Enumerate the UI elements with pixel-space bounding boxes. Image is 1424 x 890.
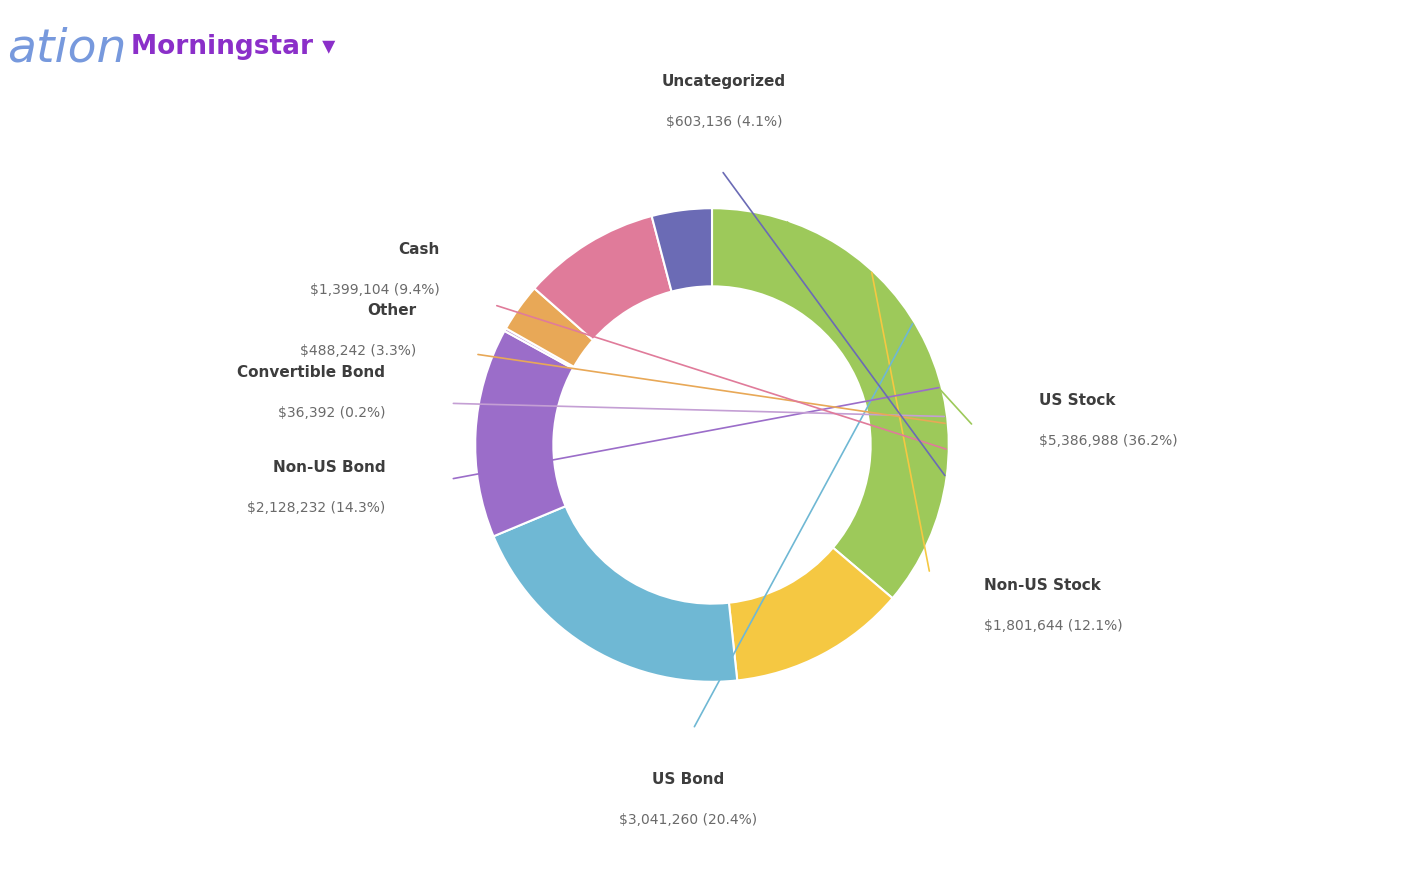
Text: Non-US Bond: Non-US Bond [272, 459, 386, 474]
Text: $1,801,644 (12.1%): $1,801,644 (12.1%) [984, 619, 1124, 633]
Text: $3,041,260 (20.4%): $3,041,260 (20.4%) [619, 813, 758, 827]
Text: $603,136 (4.1%): $603,136 (4.1%) [665, 115, 782, 129]
Text: $1,399,104 (9.4%): $1,399,104 (9.4%) [310, 283, 440, 296]
Text: Other: Other [367, 303, 416, 319]
Text: Cash: Cash [399, 242, 440, 256]
Wedge shape [506, 288, 592, 367]
Wedge shape [504, 328, 574, 368]
Wedge shape [494, 506, 738, 682]
Wedge shape [729, 547, 893, 681]
Text: $2,128,232 (14.3%): $2,128,232 (14.3%) [246, 501, 386, 514]
Wedge shape [712, 208, 948, 598]
Text: US Bond: US Bond [652, 773, 725, 787]
Text: $488,242 (3.3%): $488,242 (3.3%) [300, 344, 416, 359]
Text: $36,392 (0.2%): $36,392 (0.2%) [278, 406, 386, 420]
Text: Morningstar ▾: Morningstar ▾ [131, 34, 336, 60]
Text: Convertible Bond: Convertible Bond [238, 365, 386, 380]
Wedge shape [652, 208, 712, 292]
Text: US Stock: US Stock [1038, 393, 1115, 409]
Wedge shape [476, 331, 572, 537]
Text: Non-US Stock: Non-US Stock [984, 578, 1101, 593]
Wedge shape [534, 216, 672, 340]
Text: Uncategorized: Uncategorized [662, 74, 786, 89]
Text: $5,386,988 (36.2%): $5,386,988 (36.2%) [1038, 434, 1178, 449]
Text: ation: ation [7, 27, 127, 72]
